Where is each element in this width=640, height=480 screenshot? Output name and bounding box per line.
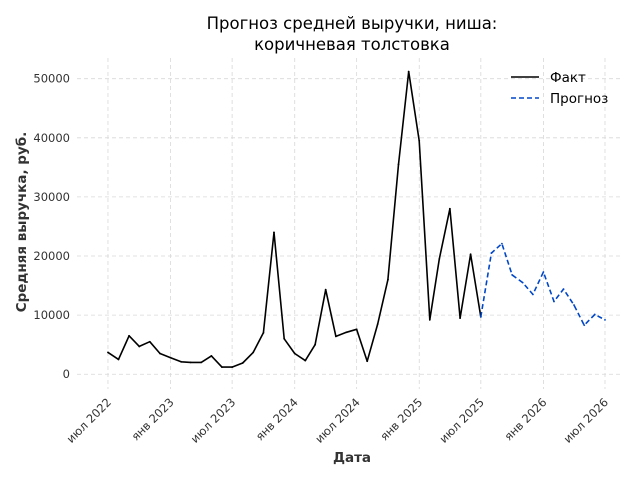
data-point-fact — [324, 288, 327, 291]
data-point-fact — [138, 345, 141, 348]
data-point-fact — [241, 362, 244, 364]
data-point-fact — [273, 231, 275, 234]
y-tick-label: 0 — [63, 367, 70, 381]
data-point-forecast — [593, 313, 596, 316]
data-point-fact — [438, 258, 441, 260]
legend-label-fact: Факт — [550, 70, 586, 86]
data-point-fact — [334, 335, 337, 338]
data-point-fact — [418, 139, 421, 142]
data-point-forecast — [521, 281, 524, 284]
data-point-forecast — [490, 252, 493, 254]
data-point-fact — [407, 70, 410, 73]
grid — [77, 58, 622, 389]
series-lines — [107, 70, 606, 369]
data-point-fact — [387, 278, 389, 281]
data-point-fact — [366, 360, 369, 363]
data-point-fact — [252, 351, 255, 354]
data-point-fact — [376, 323, 379, 325]
data-point-fact — [345, 331, 348, 334]
chart-title-line-1: Прогноз средней выручки, ниша: — [207, 14, 498, 33]
data-point-forecast — [562, 288, 565, 291]
data-point-forecast — [604, 318, 606, 321]
legend-label-forecast: Прогноз — [550, 91, 608, 107]
data-point-fact — [231, 366, 234, 369]
y-tick-label: 10000 — [33, 308, 70, 322]
y-tick-label: 40000 — [33, 131, 70, 145]
data-point-forecast — [573, 304, 575, 306]
data-point-forecast — [501, 242, 503, 245]
data-point-fact — [448, 207, 451, 210]
data-point-fact — [355, 328, 358, 331]
data-point-fact — [221, 366, 223, 369]
data-point-forecast — [583, 324, 586, 327]
y-tick-label: 50000 — [33, 72, 70, 86]
data-point-fact — [469, 253, 472, 256]
y-tick-label: 20000 — [33, 249, 70, 263]
data-point-fact — [117, 358, 120, 361]
data-point-fact — [210, 355, 213, 357]
data-point-forecast — [542, 271, 545, 273]
data-point-fact — [128, 334, 130, 337]
data-point-fact — [189, 361, 192, 364]
data-point-fact — [107, 351, 109, 354]
data-point-fact — [180, 360, 183, 363]
data-point-fact — [200, 361, 203, 364]
data-point-fact — [262, 331, 265, 334]
data-point-fact — [397, 163, 400, 166]
x-axis-label: Дата — [333, 450, 371, 466]
y-axis-ticks: 0 10000 20000 30000 40000 50000 — [33, 72, 70, 382]
data-point-fact — [293, 352, 296, 355]
data-point-fact — [159, 352, 161, 355]
data-point-fact — [304, 359, 307, 362]
data-point-forecast — [531, 293, 534, 296]
data-point-fact — [148, 340, 151, 343]
data-point-fact — [459, 317, 461, 319]
data-point-forecast — [511, 274, 514, 276]
data-point-fact — [428, 318, 431, 321]
chart-title-line-2: коричневая толстовка — [254, 35, 450, 54]
data-point-fact — [169, 356, 172, 359]
data-point-forecast — [479, 315, 482, 318]
y-axis-label: Средняя выручка, руб. — [14, 132, 30, 313]
data-point-fact — [283, 337, 286, 340]
data-point-forecast — [553, 300, 555, 303]
data-point-fact — [314, 343, 317, 346]
legend: Факт Прогноз — [511, 70, 608, 107]
y-tick-label: 30000 — [33, 190, 70, 204]
